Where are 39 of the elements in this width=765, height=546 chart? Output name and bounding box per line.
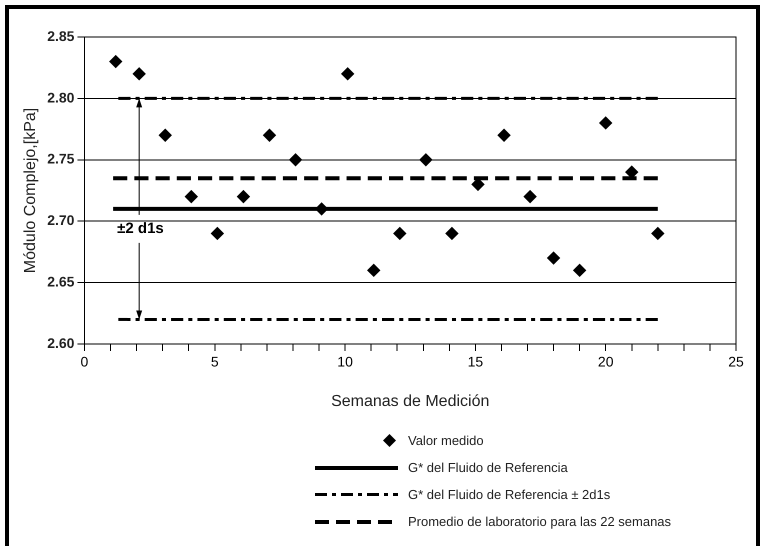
point [210,226,224,240]
legend-label: Valor medido [408,433,484,448]
point [524,190,537,204]
x-tick-label: 25 [728,353,744,370]
point [109,55,122,68]
point [547,252,560,265]
y-tick-label: 2.70 [47,212,75,228]
y-axis-title: Módulo Complejo,[kPa] [22,108,40,274]
x-tick-label: 5 [210,353,219,370]
point [573,264,586,277]
x-axis-title: Semanas de Medición [331,392,490,410]
point [289,153,302,166]
point [236,190,250,204]
point [498,128,511,142]
y-tick-label: 2.60 [47,334,75,351]
point [184,190,198,204]
y-tick-label: 2.80 [47,89,75,106]
y-tick-label: 2.75 [47,150,75,167]
point [599,116,612,130]
x-tick-label: 15 [468,353,484,370]
point [393,226,406,240]
y-tick-label: 2.65 [47,273,75,290]
point [341,67,354,80]
x-tick-label: 10 [337,353,354,370]
point [132,67,146,80]
annotation: ±2 d1s [117,220,164,238]
y-tick-label: 2.85 [47,28,75,44]
point [651,226,664,240]
x-tick-label: 0 [80,353,89,370]
legend-label: Promedio de laboratorio para las 22 semanas [408,514,672,529]
legend-label: G* del Fluido de Referencia ± 2d1s [408,487,610,502]
x-tick-label: 20 [598,353,614,370]
point [315,202,328,216]
point [419,153,432,166]
point [262,128,276,142]
legend-label: G* del Fluido de Referencia [408,460,568,475]
point [158,128,172,142]
point [445,226,458,240]
point [367,264,380,277]
